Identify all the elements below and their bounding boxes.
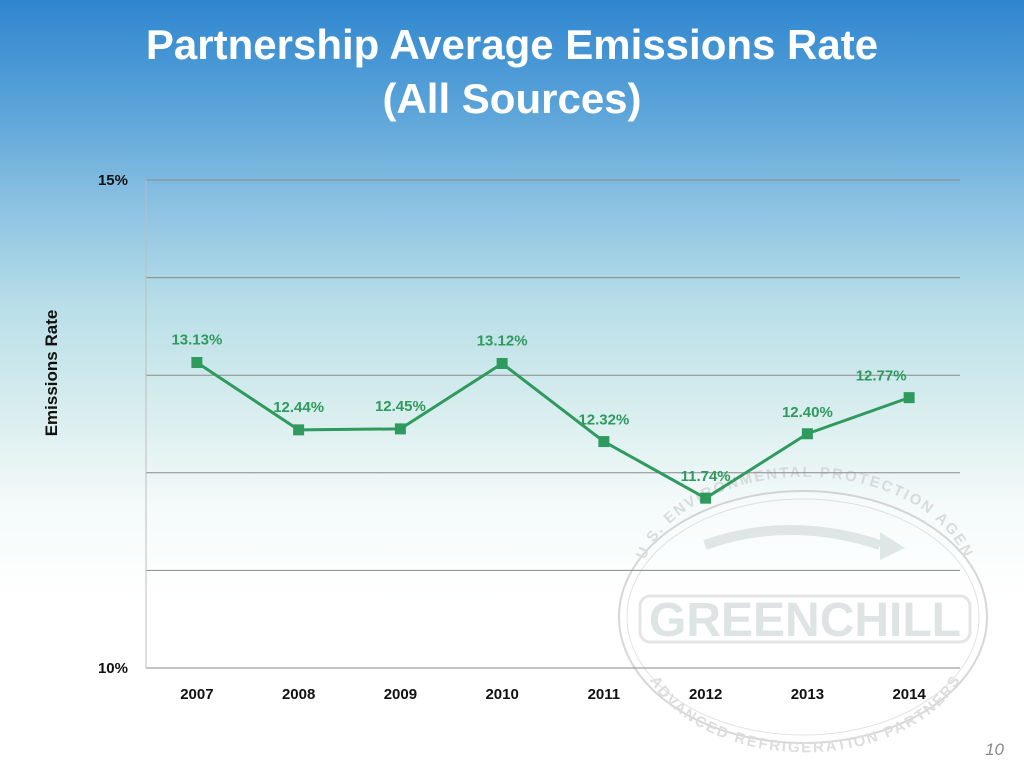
y-tick-label: 15% xyxy=(98,172,128,189)
data-point-marker xyxy=(293,424,305,436)
x-tick-label: 2013 xyxy=(791,686,824,703)
data-label: 11.74% xyxy=(681,468,731,485)
emissions-series-line xyxy=(196,361,910,500)
data-label: 12.44% xyxy=(273,399,324,416)
data-point-marker xyxy=(801,428,813,440)
x-tick-label: 2010 xyxy=(485,686,518,703)
watermark-brand: GREENCHILL xyxy=(649,594,961,647)
data-label: 12.40% xyxy=(782,404,833,421)
x-tick-label: 2012 xyxy=(689,686,722,703)
y-axis-title: Emissions Rate xyxy=(42,310,61,437)
watermark-top-text: U.S. ENVIRONMENTAL PROTECTION AGENCY xyxy=(0,0,975,562)
x-tick-label: 2011 xyxy=(588,686,621,703)
svg-text:U.S. ENVIRONMENTAL PROTECTION: U.S. ENVIRONMENTAL PROTECTION AGENCY xyxy=(0,0,975,562)
data-label: 12.45% xyxy=(375,398,426,415)
data-point-marker xyxy=(903,392,915,404)
data-label: 12.32% xyxy=(578,412,629,429)
slide-title-line-2: (All Sources) xyxy=(382,75,642,122)
slide-title: Partnership Average Emissions Rate (All … xyxy=(0,18,1024,126)
x-tick-label: 2007 xyxy=(180,686,213,703)
x-tick-label: 2008 xyxy=(282,686,315,703)
data-point-marker xyxy=(191,357,203,369)
data-point-marker xyxy=(598,436,610,448)
x-tick-label: 2009 xyxy=(384,686,417,703)
y-tick-label: 10% xyxy=(98,660,128,677)
x-tick-label: 2014 xyxy=(892,686,926,703)
data-label: 13.13% xyxy=(171,332,222,349)
data-point-marker xyxy=(700,492,712,504)
data-label: 13.12% xyxy=(477,332,528,349)
slide-title-line-1: Partnership Average Emissions Rate xyxy=(145,21,879,68)
page-number: 10 xyxy=(985,740,1004,759)
data-point-marker xyxy=(394,423,406,435)
greenchill-logo-watermark: GREENCHILL U.S. ENVIRONMENTAL PROTECTION… xyxy=(0,0,988,756)
data-point-marker xyxy=(496,357,508,369)
data-label: 12.77% xyxy=(856,368,907,385)
